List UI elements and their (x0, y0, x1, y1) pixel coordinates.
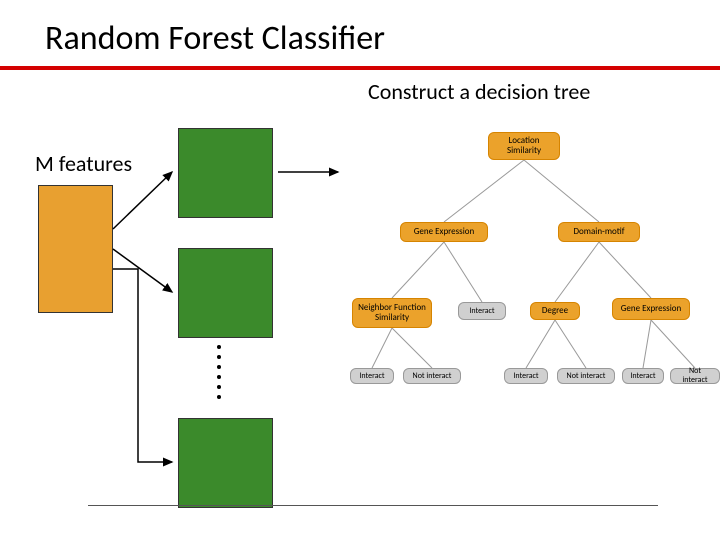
data-matrix-box (38, 185, 113, 313)
m-features-label: M features (35, 150, 132, 177)
tree-node: Interact (622, 368, 664, 384)
tree-node: Degree (530, 302, 580, 320)
footer-divider (88, 505, 658, 506)
bootstrap-sample-1 (178, 128, 273, 218)
title-underline (0, 66, 720, 70)
tree-node: Gene Expression (612, 298, 690, 320)
bootstrap-sample-2 (178, 248, 273, 338)
vertical-ellipsis (217, 345, 221, 399)
page-title: Random Forest Classifier (45, 18, 385, 59)
tree-node: Neighbor Function Similarity (352, 298, 432, 328)
tree-node: Interact (504, 368, 548, 384)
tree-node: Not interact (670, 368, 720, 384)
tree-node: Location Similarity (488, 132, 560, 160)
bootstrap-sample-3 (178, 418, 273, 508)
tree-node: Not interact (557, 368, 615, 384)
tree-node: Not interact (403, 368, 461, 384)
subtitle: Construct a decision tree (368, 78, 590, 105)
tree-node: Interact (458, 302, 506, 320)
tree-node: Gene Expression (400, 222, 488, 242)
tree-node: Interact (350, 368, 394, 384)
tree-node: Domain-motif (558, 222, 640, 242)
